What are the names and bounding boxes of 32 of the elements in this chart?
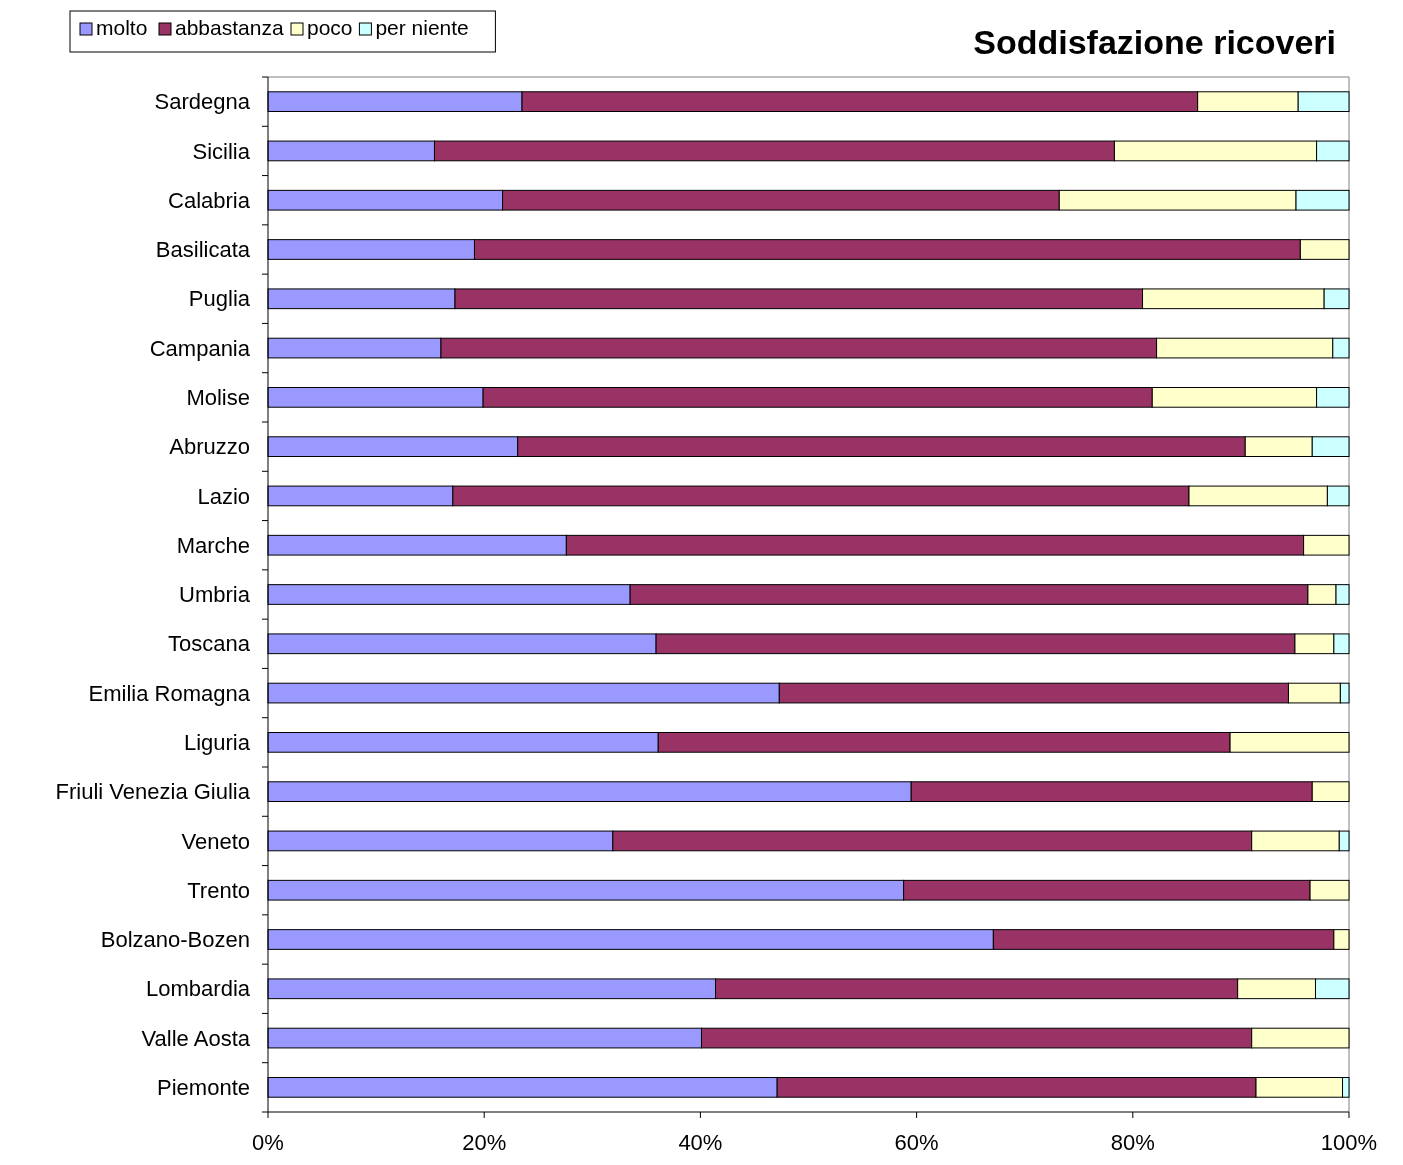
chart-title: Soddisfazione ricoveri: [973, 23, 1336, 61]
y-tick-label: Marche: [176, 532, 250, 558]
x-tick-label: 20%: [462, 1130, 507, 1155]
y-tick-label: Friuli Venezia Giulia: [55, 779, 251, 805]
y-tick-label: Bolzano-Bozen: [100, 927, 250, 953]
legend-label: abbastanza: [175, 16, 284, 39]
x-tick-label: 80%: [1110, 1130, 1155, 1155]
y-tick-label: Liguria: [183, 730, 251, 756]
y-tick-label: Piemonte: [157, 1075, 250, 1101]
x-tick-label: 100%: [1320, 1130, 1378, 1155]
x-tick-label: 60%: [894, 1130, 939, 1155]
y-tick-label: Abruzzo: [169, 434, 250, 460]
y-tick-label: Calabria: [168, 187, 251, 213]
y-tick-label: Umbria: [179, 582, 251, 608]
y-tick-label: Lazio: [197, 483, 250, 509]
y-tick-label: Sicilia: [192, 138, 251, 164]
y-tick-label: Basilicata: [155, 237, 251, 263]
y-tick-label: Sardegna: [154, 89, 251, 115]
y-tick-label: Valle Aosta: [141, 1025, 251, 1051]
y-tick-label: Molise: [186, 385, 250, 411]
y-tick-label: Toscana: [168, 631, 251, 657]
legend-label: per niente: [375, 16, 469, 39]
y-tick-label: Lombardia: [146, 976, 251, 1002]
y-tick-label: Trento: [187, 877, 250, 903]
x-tick-label: 40%: [678, 1130, 723, 1155]
y-tick-label: Puglia: [188, 286, 251, 312]
legend-label: poco: [307, 16, 353, 39]
y-tick-label: Campania: [149, 335, 251, 361]
y-tick-label: Emilia Romagna: [88, 680, 251, 706]
legend-label: molto: [96, 16, 148, 39]
x-tick-label: 0%: [252, 1130, 284, 1155]
y-tick-label: Veneto: [181, 828, 250, 854]
